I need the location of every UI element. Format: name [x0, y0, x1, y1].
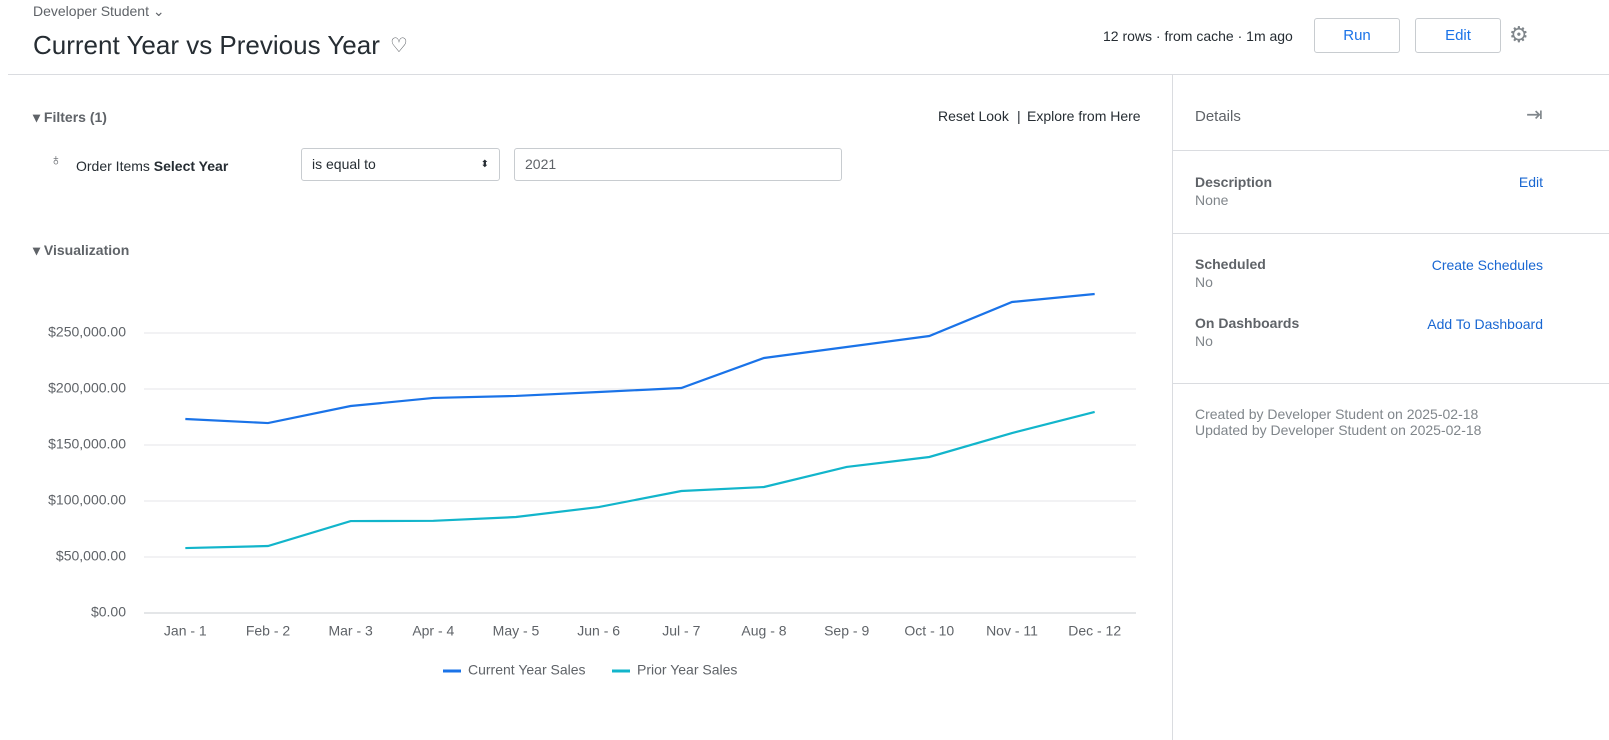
divider [1173, 233, 1609, 234]
x-tick-label: Mar - 3 [328, 623, 373, 639]
x-tick-label: Jul - 7 [662, 623, 700, 639]
x-tick-label: Aug - 8 [741, 623, 786, 639]
filters-heading: Filters (1) [43, 109, 107, 125]
settings-icon[interactable]: ⚙ [1509, 22, 1529, 47]
dashboards-value: No [1195, 333, 1213, 349]
value-input[interactable]: 2021 [514, 148, 842, 181]
operator-select[interactable]: is equal to ⬍ [301, 148, 500, 181]
operator-text: is equal to [312, 156, 376, 172]
y-tick-label: $100,000.00 [48, 492, 126, 508]
status-text: 12 rows · from cache · 1m ago [1103, 28, 1293, 44]
reset-link[interactable]: Reset Look [938, 108, 1009, 124]
scheduled-value: No [1195, 274, 1213, 290]
x-tick-label: Dec - 12 [1068, 623, 1121, 639]
y-tick-label: $150,000.00 [48, 436, 126, 452]
viz-toggle[interactable]: ▾ Visualization [33, 242, 130, 258]
x-tick-label: Nov - 11 [986, 623, 1038, 639]
favorite-icon[interactable]: ♡ [390, 35, 408, 57]
x-tick-label: Jan - 1 [164, 623, 207, 639]
x-tick-label: Jun - 6 [577, 623, 620, 639]
divider [1173, 150, 1609, 151]
x-tick-label: Feb - 2 [246, 623, 291, 639]
x-tick-label: Oct - 10 [904, 623, 954, 639]
x-tick-label: May - 5 [493, 623, 540, 639]
link-separator: | [1017, 108, 1021, 124]
filter-view: Order Items [76, 158, 150, 174]
y-tick-label: $0.00 [91, 604, 126, 620]
scheduled-label: Scheduled [1195, 256, 1266, 272]
filters-toggle[interactable]: ▾ Filters (1) [33, 109, 107, 125]
x-tick-label: Apr - 4 [412, 623, 454, 639]
dashboards-label: On Dashboards [1195, 315, 1300, 331]
filter-name: Select Year [153, 158, 229, 174]
y-tick-label: $200,000.00 [48, 380, 126, 396]
run-button[interactable]: Run [1314, 18, 1400, 53]
breadcrumb[interactable]: Developer Student ⌄ [33, 3, 165, 19]
panel-divider [1172, 74, 1173, 740]
header-divider [8, 74, 1609, 75]
filter-field: Order Items Select Year [76, 158, 228, 174]
details-heading: Details [1195, 108, 1241, 125]
legend-label: Prior Year Sales [637, 662, 737, 678]
updated-text: Updated by Developer Student on 2025-02-… [1195, 422, 1482, 438]
description-value: None [1195, 192, 1229, 208]
description-label: Description [1195, 174, 1273, 190]
create-schedules[interactable]: Create Schedules [1431, 257, 1543, 273]
divider [1173, 383, 1609, 384]
series-line [185, 410, 1095, 550]
series-line [185, 292, 1095, 425]
edit-button[interactable]: Edit [1415, 18, 1501, 53]
y-tick-label: $50,000.00 [56, 548, 126, 564]
legend-label: Current Year Sales [468, 662, 586, 678]
filter-icon: ♁ [50, 152, 62, 169]
explore-link[interactable]: Explore from Here [1027, 108, 1141, 124]
created-text: Created by Developer Student on 2025-02-… [1195, 406, 1479, 422]
add-to-dashboard[interactable]: Add To Dashboard [1427, 316, 1543, 332]
viz-heading: Visualization [43, 242, 130, 258]
x-tick-label: Sep - 9 [824, 623, 869, 639]
description-edit[interactable]: Edit [1518, 174, 1543, 190]
page-title: Current Year vs Previous Year [33, 30, 380, 60]
y-tick-label: $250,000.00 [48, 324, 126, 340]
collapse-icon[interactable]: ⇥ [1526, 104, 1543, 126]
breadcrumb-text: Developer Student [33, 3, 149, 19]
